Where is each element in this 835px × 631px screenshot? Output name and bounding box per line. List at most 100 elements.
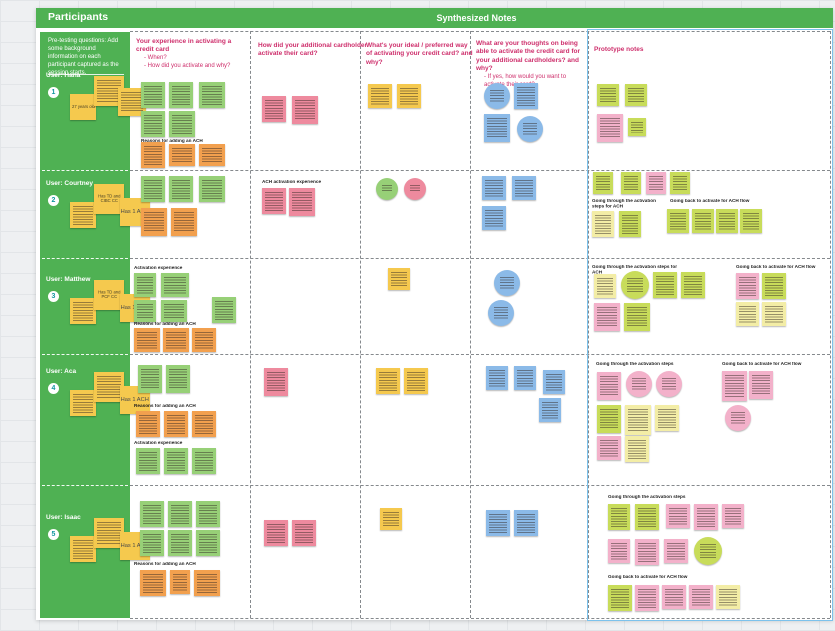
participant-info-sticky[interactable]: 27 years old [70,94,96,120]
sticky-note[interactable] [625,84,647,106]
sticky-note[interactable] [196,501,220,527]
sticky-note[interactable] [736,273,759,299]
sticky-note[interactable] [212,297,236,323]
sticky-note[interactable] [626,371,652,397]
sticky-note[interactable] [484,83,510,109]
participant-info-sticky[interactable] [70,298,96,324]
sticky-note[interactable] [482,206,506,230]
sticky-note[interactable] [169,176,193,202]
sticky-note[interactable] [689,585,713,609]
sticky-note[interactable] [196,530,220,556]
sticky-note[interactable] [653,272,677,298]
sticky-note[interactable] [514,366,536,390]
sticky-note[interactable] [694,504,718,530]
sticky-note[interactable] [292,96,318,124]
sticky-note[interactable] [486,366,508,390]
sticky-note[interactable] [681,272,705,298]
sticky-note[interactable] [635,504,659,530]
sticky-note[interactable] [762,302,786,326]
sticky-note[interactable] [619,211,641,237]
sticky-note[interactable] [514,83,538,109]
sticky-note[interactable] [593,172,613,194]
sticky-note[interactable] [635,585,659,611]
participant-info-sticky[interactable]: Has TD and PCF CC [94,280,124,310]
participant-info-sticky[interactable]: Has TD and CIBC CC [94,184,124,214]
participant-info-sticky[interactable] [94,76,124,106]
sticky-note[interactable] [514,510,538,536]
sticky-note[interactable] [597,372,621,400]
sticky-note[interactable] [262,96,286,122]
sticky-note[interactable] [592,211,614,237]
sticky-note[interactable] [134,300,156,322]
sticky-note[interactable] [608,504,630,530]
sticky-note[interactable] [624,303,650,331]
participant-info-sticky[interactable] [70,390,96,416]
sticky-note[interactable] [664,539,688,563]
sticky-note[interactable] [762,273,786,299]
sticky-note[interactable] [136,448,160,474]
sticky-note[interactable] [482,176,506,200]
sticky-note[interactable] [656,371,682,397]
sticky-note[interactable] [539,398,561,422]
sticky-note[interactable] [628,118,646,136]
sticky-note[interactable] [397,84,421,108]
sticky-note[interactable] [716,585,740,609]
sticky-note[interactable] [134,328,160,352]
sticky-note[interactable] [597,405,621,433]
sticky-note[interactable] [192,448,216,474]
sticky-note[interactable] [655,405,679,431]
sticky-note[interactable] [192,411,216,437]
sticky-note[interactable] [608,585,632,611]
sticky-note[interactable] [199,144,225,166]
sticky-note[interactable] [608,539,630,563]
research-synthesis-board[interactable]: Participants Synthesized Notes Pre-testi… [36,8,833,621]
sticky-note[interactable] [597,436,621,460]
sticky-note[interactable] [494,270,520,296]
sticky-note[interactable] [140,530,164,556]
sticky-note[interactable] [170,570,190,594]
sticky-note[interactable] [171,208,197,236]
sticky-note[interactable] [722,504,744,528]
sticky-note[interactable] [621,172,641,194]
sticky-note[interactable] [594,274,616,298]
sticky-note[interactable] [404,368,428,394]
participant-info-sticky[interactable] [94,372,124,402]
sticky-note[interactable] [161,273,189,297]
sticky-note[interactable] [625,405,651,435]
sticky-note[interactable] [136,411,160,437]
sticky-note[interactable] [192,328,216,352]
sticky-note[interactable] [264,368,288,396]
sticky-note[interactable] [141,82,165,108]
sticky-note[interactable] [140,501,164,527]
sticky-note[interactable] [262,188,286,214]
sticky-note[interactable] [289,188,315,216]
sticky-note[interactable] [621,271,649,299]
sticky-note[interactable] [725,405,751,431]
sticky-note[interactable] [486,510,510,536]
sticky-note[interactable] [388,268,410,290]
sticky-note[interactable] [141,176,165,202]
sticky-note[interactable] [376,178,398,200]
sticky-note[interactable] [749,371,773,399]
sticky-note[interactable] [138,365,162,393]
sticky-note[interactable] [635,539,659,565]
sticky-note[interactable] [169,82,193,108]
sticky-note[interactable] [164,448,188,474]
sticky-note[interactable] [168,501,192,527]
sticky-note[interactable] [597,84,619,106]
sticky-note[interactable] [169,111,195,137]
sticky-note[interactable] [597,114,623,142]
sticky-note[interactable] [141,111,165,137]
sticky-note[interactable] [667,209,689,233]
sticky-note[interactable] [199,176,225,202]
sticky-note[interactable] [163,328,189,352]
sticky-note[interactable] [662,585,686,609]
participant-info-sticky[interactable] [70,202,96,228]
sticky-note[interactable] [694,537,722,565]
sticky-note[interactable] [484,114,510,142]
sticky-note[interactable] [740,209,762,233]
sticky-note[interactable] [164,411,188,437]
sticky-note[interactable] [194,570,220,596]
sticky-note[interactable] [488,300,514,326]
